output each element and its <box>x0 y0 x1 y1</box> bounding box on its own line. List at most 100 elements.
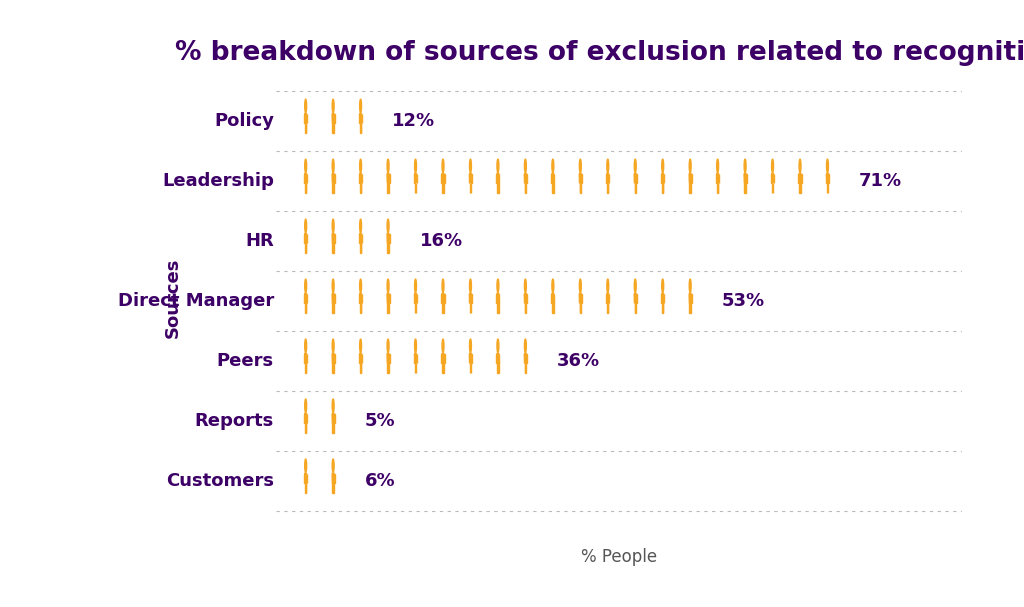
Polygon shape <box>580 174 582 183</box>
Text: Policy: Policy <box>214 112 273 131</box>
Circle shape <box>332 459 334 472</box>
Polygon shape <box>359 174 361 183</box>
Polygon shape <box>497 353 499 362</box>
Circle shape <box>442 279 444 293</box>
Polygon shape <box>415 174 417 183</box>
Circle shape <box>359 279 361 293</box>
Circle shape <box>469 159 471 172</box>
Circle shape <box>497 279 499 293</box>
Text: 71%: 71% <box>859 172 902 190</box>
Circle shape <box>524 159 526 172</box>
Circle shape <box>580 159 582 172</box>
Circle shape <box>387 339 389 353</box>
Circle shape <box>332 279 334 293</box>
Circle shape <box>634 159 636 172</box>
Text: % People: % People <box>581 548 657 566</box>
Polygon shape <box>359 293 361 302</box>
Circle shape <box>524 279 526 293</box>
Circle shape <box>359 100 361 113</box>
Polygon shape <box>497 293 499 302</box>
Polygon shape <box>332 353 334 362</box>
Circle shape <box>744 159 746 172</box>
Polygon shape <box>332 413 334 422</box>
Polygon shape <box>524 353 526 362</box>
Circle shape <box>469 339 471 353</box>
Polygon shape <box>305 473 306 483</box>
Circle shape <box>799 159 801 172</box>
Polygon shape <box>442 174 444 183</box>
Polygon shape <box>771 174 773 183</box>
Polygon shape <box>552 174 554 183</box>
Polygon shape <box>634 293 636 302</box>
Circle shape <box>442 159 444 172</box>
Circle shape <box>662 159 664 172</box>
Text: 12%: 12% <box>392 112 435 131</box>
Polygon shape <box>332 174 334 183</box>
Circle shape <box>415 159 417 172</box>
Polygon shape <box>332 114 334 123</box>
Circle shape <box>415 279 417 293</box>
Text: Peers: Peers <box>217 352 273 370</box>
Circle shape <box>305 279 306 293</box>
Circle shape <box>305 100 306 113</box>
Circle shape <box>305 459 306 472</box>
Polygon shape <box>607 174 608 183</box>
Polygon shape <box>469 353 471 362</box>
Polygon shape <box>332 234 334 242</box>
Polygon shape <box>662 293 664 302</box>
Polygon shape <box>442 293 444 302</box>
Circle shape <box>552 279 554 293</box>
Text: % breakdown of sources of exclusion related to recognition: % breakdown of sources of exclusion rela… <box>175 40 1024 66</box>
Circle shape <box>524 339 526 353</box>
Circle shape <box>387 219 389 232</box>
Polygon shape <box>415 353 417 362</box>
Polygon shape <box>305 293 306 302</box>
Polygon shape <box>717 174 719 183</box>
Text: Direct Manager: Direct Manager <box>118 292 273 310</box>
Polygon shape <box>415 293 417 302</box>
Circle shape <box>442 339 444 353</box>
Polygon shape <box>552 293 554 302</box>
Circle shape <box>826 159 828 172</box>
Polygon shape <box>607 293 608 302</box>
Circle shape <box>772 159 773 172</box>
Text: HR: HR <box>245 232 273 250</box>
Circle shape <box>305 339 306 353</box>
Circle shape <box>332 100 334 113</box>
Circle shape <box>607 279 608 293</box>
Polygon shape <box>305 413 306 422</box>
Polygon shape <box>305 234 306 242</box>
Polygon shape <box>442 353 444 362</box>
Polygon shape <box>662 174 664 183</box>
Polygon shape <box>580 293 582 302</box>
Circle shape <box>689 159 691 172</box>
Text: 5%: 5% <box>365 412 395 430</box>
Circle shape <box>332 219 334 232</box>
Circle shape <box>717 159 719 172</box>
Circle shape <box>580 279 582 293</box>
Circle shape <box>634 279 636 293</box>
Polygon shape <box>744 174 746 183</box>
Circle shape <box>387 279 389 293</box>
Text: Reports: Reports <box>195 412 273 430</box>
Polygon shape <box>359 353 361 362</box>
Circle shape <box>607 159 608 172</box>
Circle shape <box>497 159 499 172</box>
Polygon shape <box>826 174 828 183</box>
Text: Leadership: Leadership <box>162 172 273 190</box>
Polygon shape <box>799 174 801 183</box>
Text: 16%: 16% <box>420 232 463 250</box>
Text: Customers: Customers <box>166 472 273 490</box>
Circle shape <box>497 339 499 353</box>
Polygon shape <box>634 174 636 183</box>
Polygon shape <box>359 234 361 242</box>
Text: 53%: 53% <box>722 292 765 310</box>
Polygon shape <box>332 293 334 302</box>
Polygon shape <box>469 174 471 183</box>
Polygon shape <box>332 473 334 483</box>
Polygon shape <box>387 353 389 362</box>
Circle shape <box>305 159 306 172</box>
Circle shape <box>305 399 306 412</box>
Circle shape <box>387 159 389 172</box>
Circle shape <box>552 159 554 172</box>
